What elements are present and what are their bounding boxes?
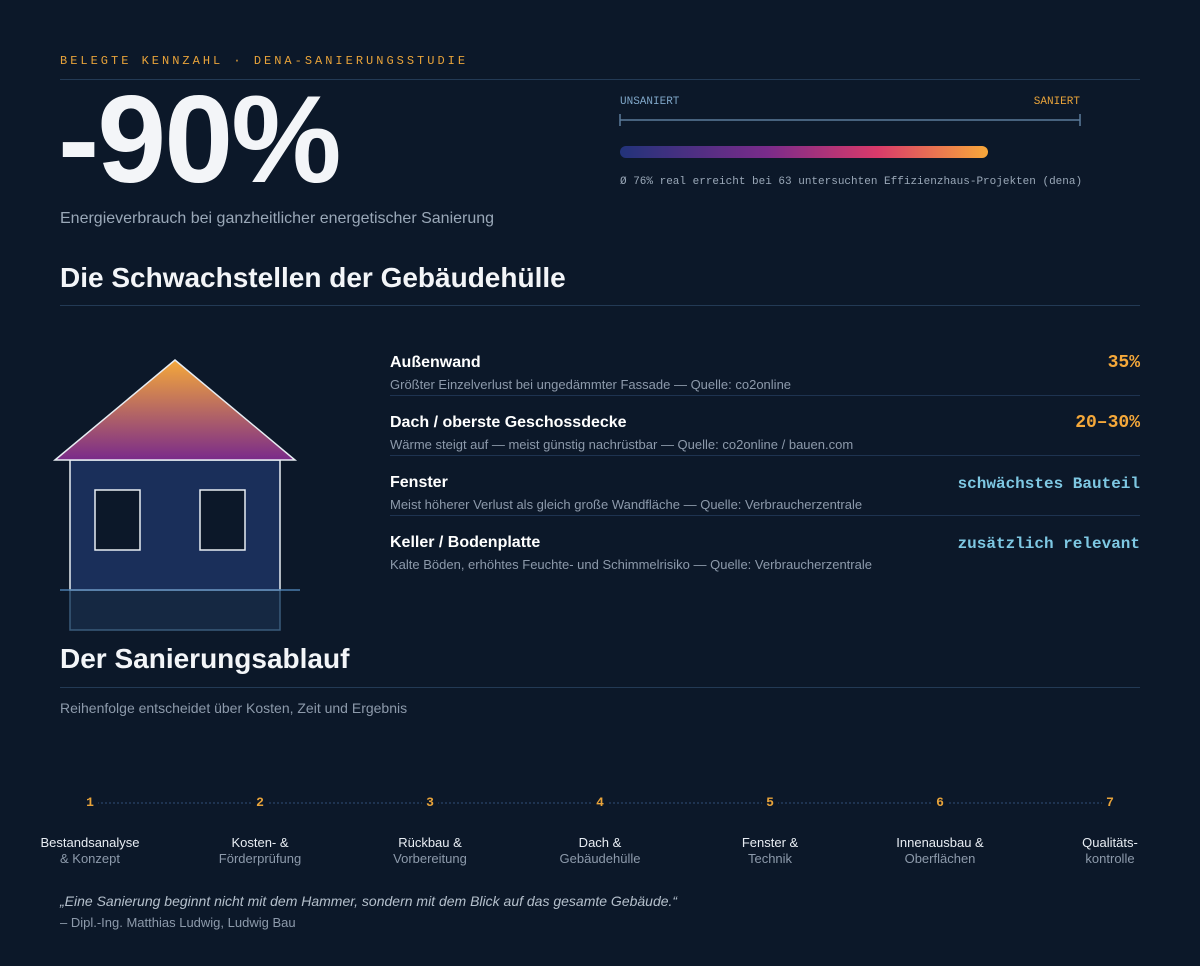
step-title: Fenster & xyxy=(741,835,799,850)
step-title: Dach & xyxy=(578,835,622,850)
divider xyxy=(60,305,1140,306)
item-description: Wärme steigt auf — meist günstig nachrüs… xyxy=(390,437,854,452)
step-title: Qualitäts- xyxy=(1082,835,1138,850)
section-title: Die Schwachstellen der Gebäudehülle xyxy=(60,262,566,293)
step-subtitle: Förderprüfung xyxy=(218,851,302,866)
step-title: Innenausbau & xyxy=(896,835,984,850)
item-value: schwächstes Bauteil xyxy=(957,475,1140,493)
section-subtitle: Reihenfolge entscheidet über Kosten, Zei… xyxy=(60,700,408,716)
kicker: BELEGTE KENNZAHL · DENA-SANIERUNGSSTUDIE xyxy=(60,54,469,68)
step-number: 1 xyxy=(82,795,98,810)
step-number: 3 xyxy=(422,795,438,810)
step-subtitle: kontrolle xyxy=(1085,851,1135,866)
item-title: Außenwand xyxy=(390,354,481,371)
gradient-bar xyxy=(620,146,988,158)
separator xyxy=(390,395,1140,396)
item-title: Keller / Bodenplatte xyxy=(390,534,541,551)
scale xyxy=(619,114,1081,158)
separator xyxy=(390,515,1140,516)
step-number: 2 xyxy=(252,795,268,810)
step-number: 7 xyxy=(1102,795,1118,810)
item-title: Fenster xyxy=(390,474,448,491)
item-description: Kalte Böden, erhöhtes Feuchte- und Schim… xyxy=(390,557,872,572)
divider xyxy=(60,687,1140,688)
quote: „Eine Sanierung beginnt nicht mit dem Ha… xyxy=(60,893,678,909)
item-description: Meist höherer Verlust als gleich große W… xyxy=(390,497,863,512)
scale-label: UNSANIERT xyxy=(620,96,680,108)
step-number: 5 xyxy=(762,795,778,810)
key-figure: -90% xyxy=(58,71,341,209)
divider xyxy=(60,79,1140,80)
step-title: Bestandsanalyse xyxy=(40,835,140,850)
step-number: 4 xyxy=(592,795,608,810)
item-value: zusätzlich relevant xyxy=(957,535,1140,553)
section-title: Der Sanierungsablauf xyxy=(60,643,350,674)
step-subtitle: & Konzept xyxy=(60,851,120,866)
step-title: Rückbau & xyxy=(398,835,462,850)
step-title: Kosten- & xyxy=(231,835,289,850)
quote-author: – Dipl.-Ing. Matthias Ludwig, Ludwig Bau xyxy=(60,915,296,930)
item-value: 20–30% xyxy=(1075,413,1140,433)
scale-note: Ø 76% real erreicht bei 63 untersuchten … xyxy=(620,176,1083,188)
separator xyxy=(390,455,1140,456)
step-subtitle: Vorbereitung xyxy=(393,851,467,866)
step-subtitle: Technik xyxy=(747,851,793,866)
house-illustration xyxy=(52,359,300,631)
step-subtitle: Gebäudehülle xyxy=(559,851,641,866)
item-title: Dach / oberste Geschossdecke xyxy=(390,414,627,431)
scale-label: SANIERT xyxy=(1033,96,1080,108)
step-subtitle: Oberflächen xyxy=(904,851,976,866)
figure-caption: Energieverbrauch bei ganzheitlicher ener… xyxy=(60,210,495,227)
item-value: 35% xyxy=(1107,353,1140,373)
step-number: 6 xyxy=(932,795,948,810)
item-description: Größter Einzelverlust bei ungedämmter Fa… xyxy=(390,377,792,392)
